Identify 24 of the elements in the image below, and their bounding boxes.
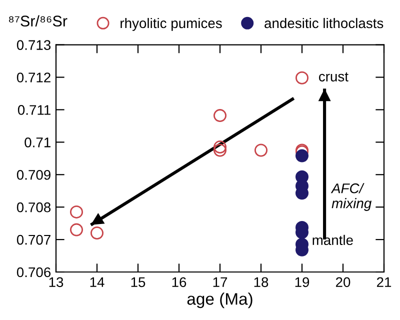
y-tick-label: 0.71 (24, 138, 50, 148)
legend-label: andesitic lithoclasts (264, 18, 384, 28)
x-tick-label: 15 (131, 277, 146, 288)
y-tick-label: 0.712 (16, 72, 50, 82)
annotation: AFC/ mixing (330, 183, 372, 211)
y-tick-label: 0.708 (16, 202, 51, 212)
y-tick-label: 0.711 (18, 105, 50, 115)
y-tick-label: 0.713 (16, 40, 51, 50)
x-tick-label: 21 (376, 277, 392, 287)
x-axis-title: age (Ma) (187, 292, 252, 308)
x-tick-label: 13 (49, 277, 64, 288)
x-tick-label: 18 (254, 277, 268, 288)
legend-label: rhyolitic pumices (120, 18, 222, 31)
x-tick-label: 19 (295, 277, 310, 288)
x-tick-label: 14 (90, 277, 104, 287)
y-tick-label: 0.709 (16, 170, 50, 180)
y-axis-title: ⁸⁷Sr/⁸⁶Sr (9, 15, 68, 26)
annotation: mantle (312, 234, 353, 246)
x-tick-label: 20 (336, 277, 350, 288)
annotation: crust (318, 72, 348, 82)
y-tick-label: 0.706 (16, 267, 51, 278)
x-tick-label: 16 (172, 277, 186, 288)
x-tick-label: 17 (213, 277, 228, 287)
y-tick-label: 0.707 (16, 234, 50, 245)
